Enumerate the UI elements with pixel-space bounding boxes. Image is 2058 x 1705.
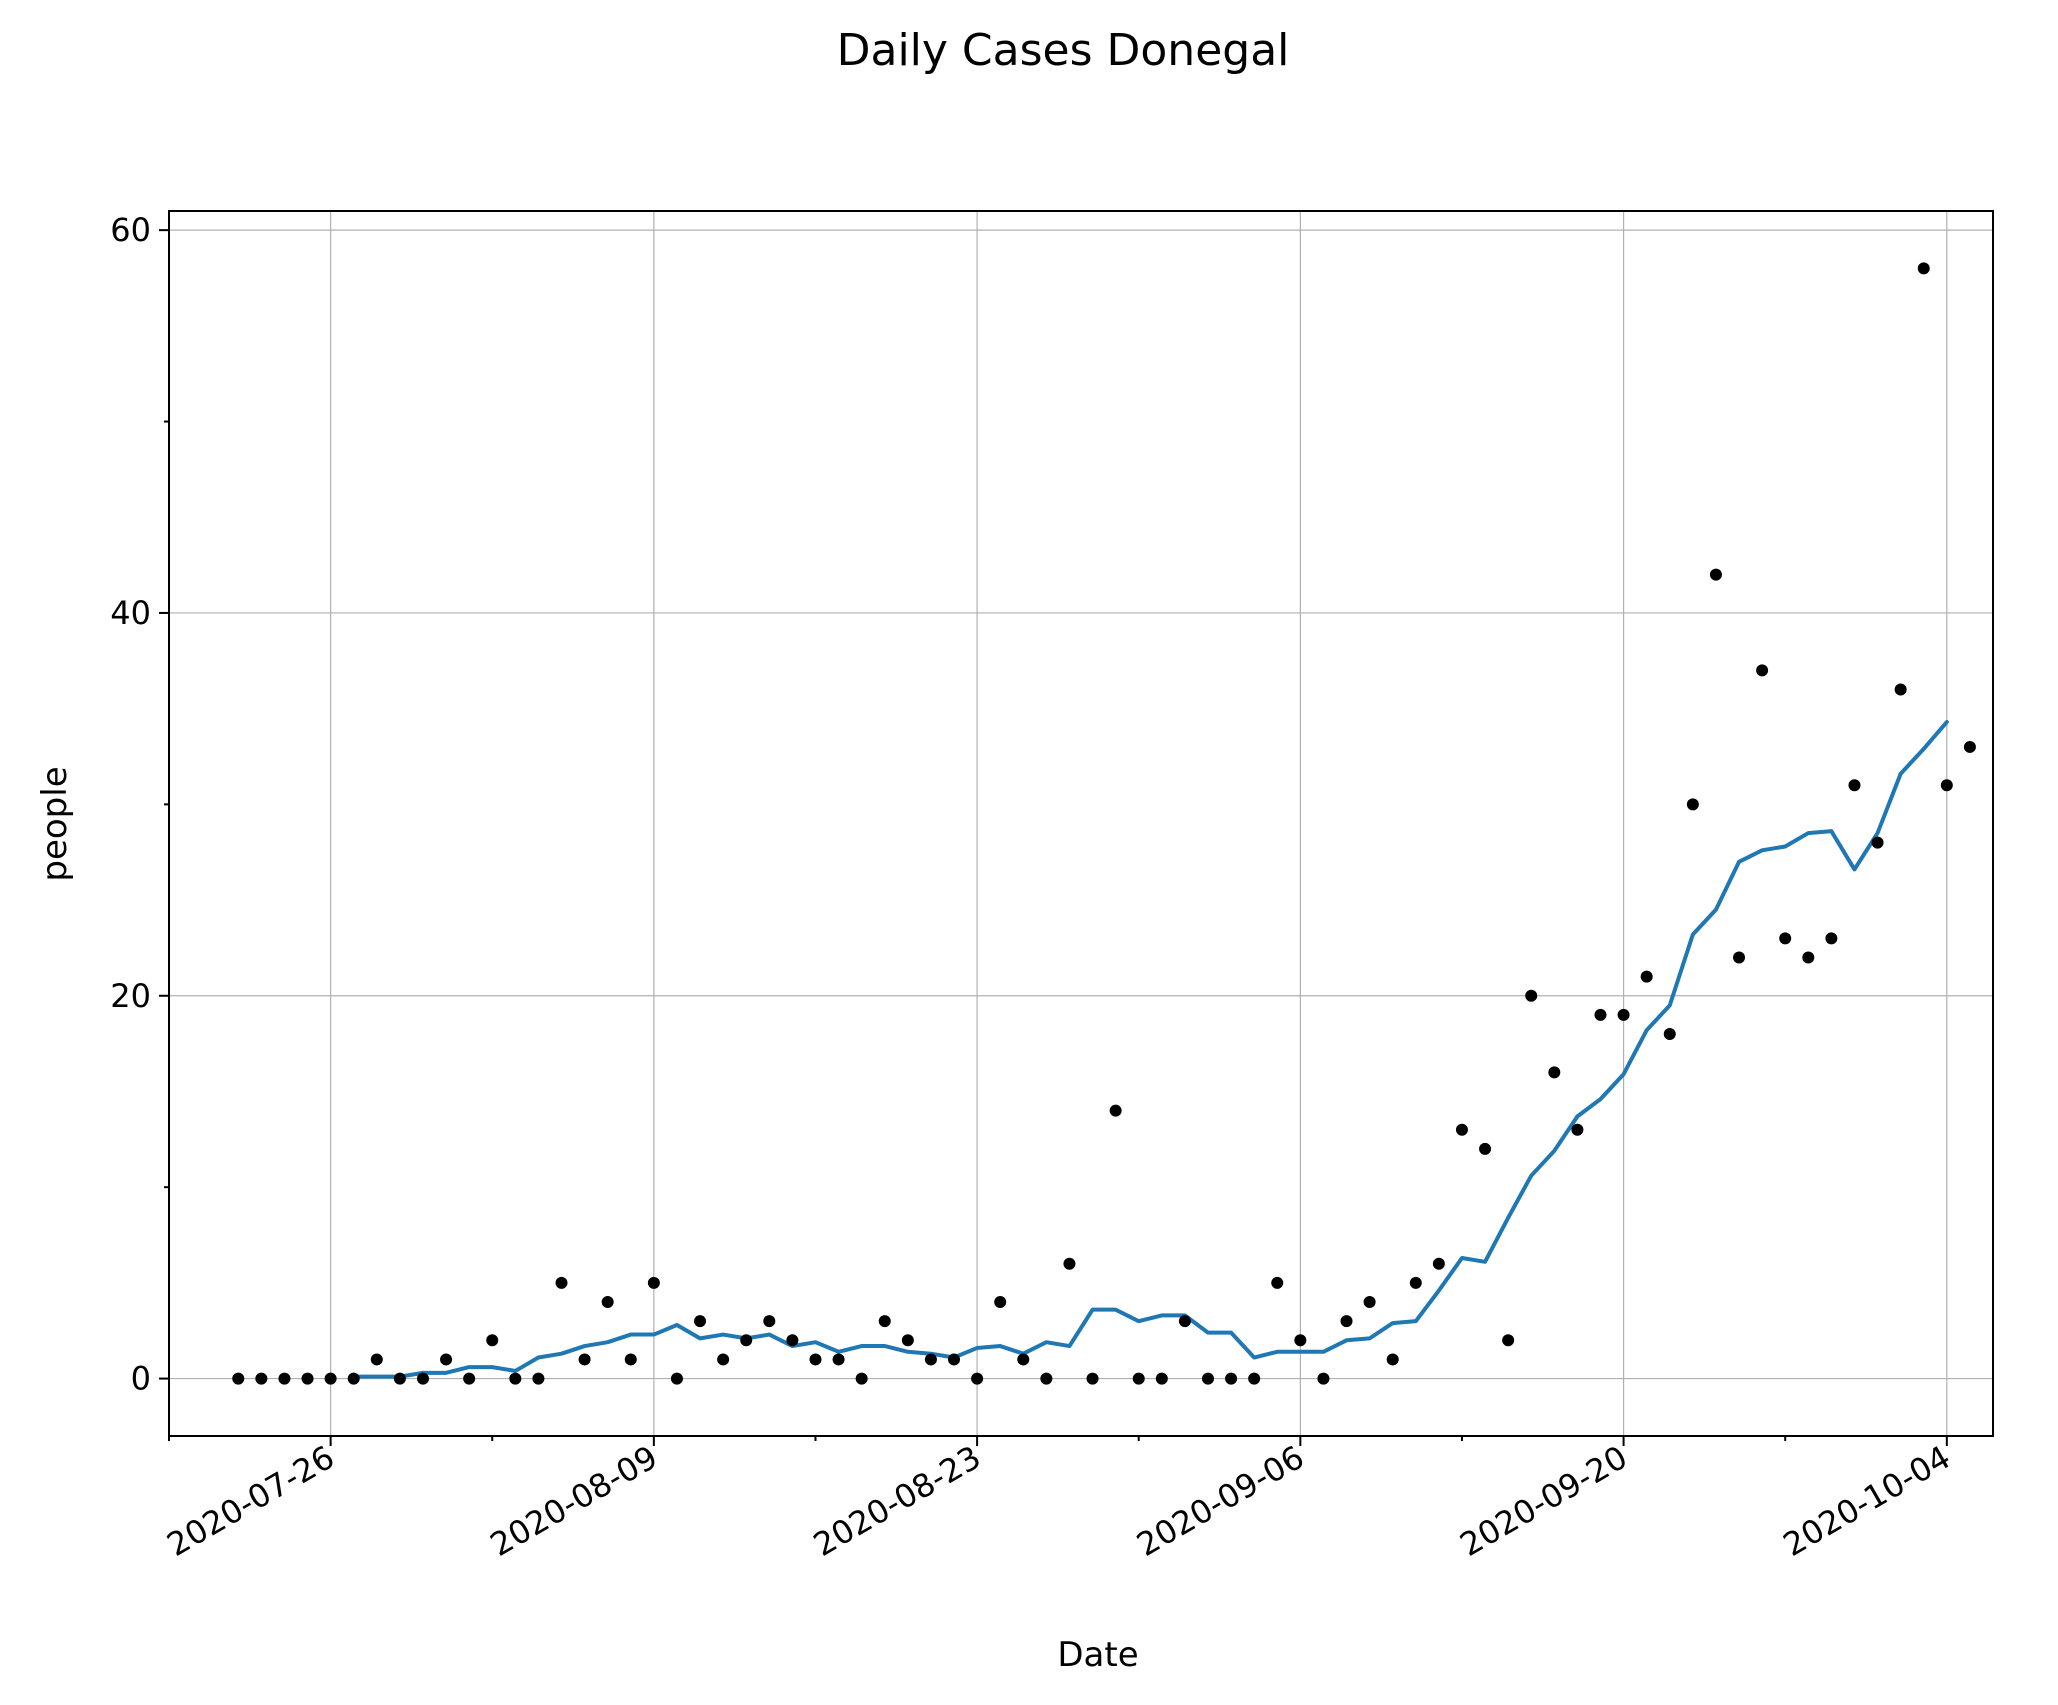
data-point bbox=[1248, 1372, 1261, 1385]
data-point bbox=[1271, 1276, 1284, 1289]
data-point bbox=[1109, 1104, 1122, 1117]
data-point bbox=[1894, 683, 1907, 696]
data-point bbox=[1756, 664, 1769, 677]
data-point bbox=[1917, 262, 1930, 275]
grid-lines bbox=[169, 211, 1993, 1436]
data-point bbox=[1155, 1372, 1168, 1385]
data-point bbox=[1340, 1315, 1353, 1328]
data-point bbox=[232, 1372, 245, 1385]
data-point bbox=[1294, 1334, 1307, 1347]
data-point bbox=[1409, 1276, 1422, 1289]
data-point bbox=[855, 1372, 868, 1385]
data-point bbox=[1871, 836, 1884, 849]
data-point bbox=[740, 1334, 753, 1347]
data-point bbox=[878, 1315, 891, 1328]
data-point bbox=[532, 1372, 545, 1385]
data-point bbox=[1571, 1123, 1584, 1136]
data-point bbox=[624, 1353, 637, 1366]
data-point bbox=[555, 1276, 568, 1289]
data-point bbox=[1317, 1372, 1330, 1385]
data-point bbox=[694, 1315, 707, 1328]
data-point bbox=[670, 1372, 683, 1385]
rolling-average-line bbox=[351, 720, 1949, 1379]
data-point bbox=[1779, 932, 1792, 945]
data-point bbox=[1225, 1372, 1238, 1385]
data-point bbox=[416, 1372, 429, 1385]
data-point bbox=[1132, 1372, 1145, 1385]
data-point bbox=[1201, 1372, 1214, 1385]
data-point bbox=[717, 1353, 730, 1366]
data-point bbox=[601, 1296, 614, 1309]
data-point bbox=[809, 1353, 822, 1366]
data-point bbox=[1663, 1028, 1676, 1041]
data-point bbox=[463, 1372, 476, 1385]
data-point bbox=[440, 1353, 453, 1366]
data-point bbox=[1640, 970, 1653, 983]
y-axis-label: people bbox=[35, 766, 75, 881]
data-point bbox=[1086, 1372, 1099, 1385]
data-point bbox=[1733, 951, 1746, 964]
x-tick-label: 2020-08-23 bbox=[807, 1438, 987, 1564]
data-point bbox=[1848, 779, 1861, 792]
rolling-average-layer bbox=[351, 720, 1949, 1379]
data-point bbox=[347, 1372, 360, 1385]
axis-ticks: 0 20 40 60 2020-07-26 2020-08-09 2020-08-23 202… bbox=[110, 211, 1957, 1564]
data-point bbox=[948, 1353, 961, 1366]
data-point bbox=[301, 1372, 314, 1385]
y-tick-label: 40 bbox=[110, 594, 151, 632]
x-axis-label: Date bbox=[1057, 1635, 1138, 1675]
data-point bbox=[1455, 1123, 1468, 1136]
data-point bbox=[763, 1315, 776, 1328]
data-point bbox=[786, 1334, 799, 1347]
data-point bbox=[578, 1353, 591, 1366]
x-tick-label: 2020-07-26 bbox=[161, 1438, 341, 1564]
x-tick-label: 2020-09-06 bbox=[1130, 1438, 1310, 1564]
x-tick-label: 2020-09-20 bbox=[1454, 1438, 1634, 1564]
y-tick-label: 0 bbox=[131, 1360, 151, 1398]
plot-frame bbox=[168, 210, 1994, 1437]
data-point bbox=[370, 1353, 383, 1366]
data-point bbox=[1617, 1008, 1630, 1021]
data-point bbox=[994, 1296, 1007, 1309]
data-point bbox=[1479, 1142, 1492, 1155]
data-point bbox=[1963, 740, 1976, 753]
data-point bbox=[1548, 1066, 1561, 1079]
data-points-layer bbox=[232, 262, 1976, 1385]
data-point bbox=[1594, 1008, 1607, 1021]
data-point bbox=[278, 1372, 291, 1385]
data-point bbox=[324, 1372, 337, 1385]
data-point bbox=[1017, 1353, 1030, 1366]
data-point bbox=[255, 1372, 268, 1385]
data-point bbox=[971, 1372, 984, 1385]
data-point bbox=[832, 1353, 845, 1366]
y-tick-label: 60 bbox=[110, 211, 151, 249]
data-point bbox=[901, 1334, 914, 1347]
y-tick-label: 20 bbox=[110, 977, 151, 1015]
data-point bbox=[1502, 1334, 1515, 1347]
x-tick-label: 2020-10-04 bbox=[1777, 1438, 1957, 1564]
chart-title: Daily Cases Donegal bbox=[837, 25, 1290, 76]
data-point bbox=[393, 1372, 406, 1385]
data-point bbox=[1709, 568, 1722, 581]
data-point bbox=[1686, 798, 1699, 811]
data-point bbox=[1825, 932, 1838, 945]
data-point bbox=[647, 1276, 660, 1289]
data-point bbox=[1363, 1296, 1376, 1309]
data-point bbox=[1386, 1353, 1399, 1366]
data-point bbox=[486, 1334, 499, 1347]
data-point bbox=[924, 1353, 937, 1366]
data-point bbox=[1040, 1372, 1053, 1385]
x-tick-label: 2020-08-09 bbox=[484, 1438, 664, 1564]
data-point bbox=[1940, 779, 1953, 792]
data-point bbox=[1063, 1257, 1076, 1270]
data-point bbox=[1178, 1315, 1191, 1328]
data-point bbox=[509, 1372, 522, 1385]
data-point bbox=[1802, 951, 1815, 964]
data-point bbox=[1525, 989, 1538, 1002]
data-point bbox=[1432, 1257, 1445, 1270]
